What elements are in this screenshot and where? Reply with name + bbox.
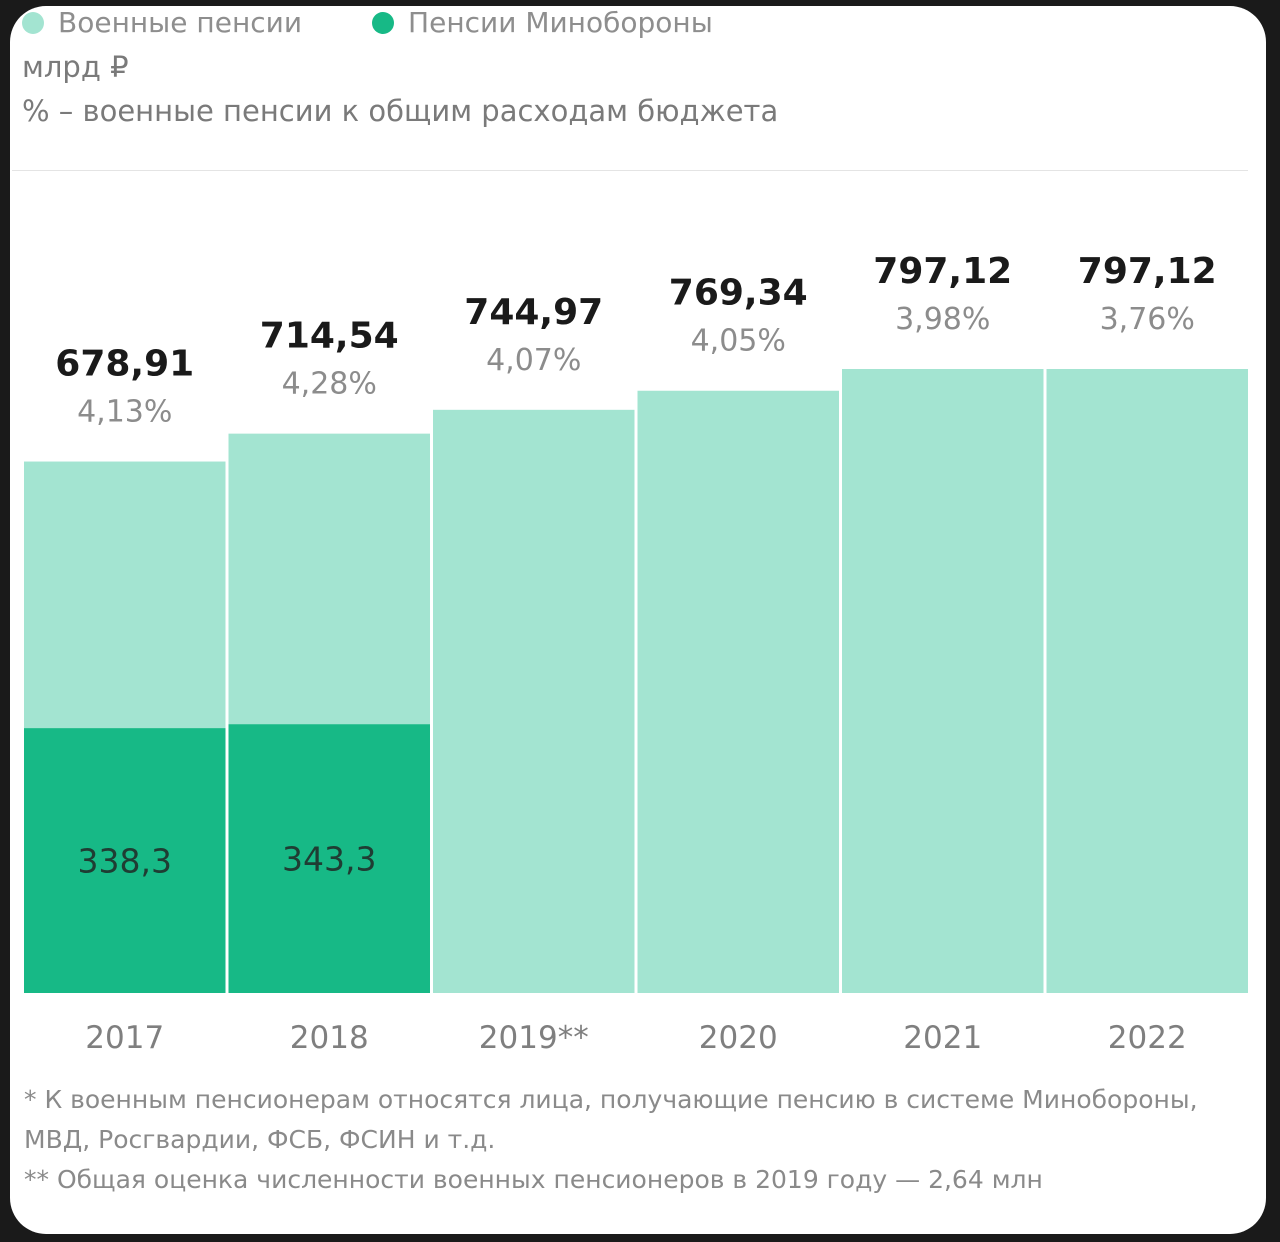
bar-value-label-3: 769,34 [669, 273, 808, 314]
bar-value-label-2: 744,97 [464, 292, 603, 333]
legend-item-mod-pensions: Пенсии Минобороны [372, 6, 713, 39]
bar-value-label-5: 797,12 [1078, 251, 1217, 292]
bar-percent-label-3: 4,05% [691, 324, 786, 359]
bar-mod-1 [228, 724, 430, 993]
bar-total-4 [842, 369, 1044, 993]
bar-percent-label-0: 4,13% [77, 395, 172, 430]
bar-mod-label-0: 338,3 [78, 842, 172, 881]
bar-percent-label-5: 3,76% [1100, 302, 1195, 337]
bar-value-label-0: 678,91 [55, 344, 194, 385]
bar-percent-label-4: 3,98% [895, 302, 990, 337]
header-divider [12, 170, 1248, 171]
footnote-1: * К военным пенсионерам относятся лица, … [24, 1085, 1198, 1154]
bar-percent-label-1: 4,28% [282, 367, 377, 402]
bar-total-3 [637, 390, 839, 993]
legend-item-military-pensions: Военные пенсии [22, 6, 302, 39]
bar-mod-label-1: 343,3 [282, 840, 376, 879]
units-label: млрд ₽ [22, 50, 129, 84]
x-tick-label-5: 2022 [1108, 1020, 1187, 1056]
legend: Военные пенсии Пенсии Минобороны [22, 6, 713, 39]
bar-value-label-1: 714,54 [260, 316, 399, 357]
percent-note: % – военные пенсии к общим расходам бюдж… [22, 94, 779, 128]
bar-total-2 [433, 409, 635, 993]
legend-label-mod-pensions: Пенсии Минобороны [408, 6, 713, 39]
x-tick-label-3: 2020 [699, 1020, 778, 1056]
footnote-2: ** Общая оценка численности военных пенс… [24, 1165, 1043, 1194]
x-tick-label-0: 2017 [85, 1020, 164, 1056]
bar-percent-label-2: 4,07% [486, 343, 581, 378]
bar-mod-0 [24, 728, 226, 993]
legend-dot-mod-pensions [372, 11, 395, 34]
bar-total-5 [1046, 369, 1248, 993]
x-tick-label-1: 2018 [290, 1020, 369, 1056]
legend-label-military-pensions: Военные пенсии [58, 6, 303, 39]
legend-dot-military-pensions [22, 11, 44, 34]
bar-value-label-4: 797,12 [873, 251, 1012, 292]
x-tick-label-4: 2021 [903, 1020, 982, 1056]
x-tick-label-2: 2019** [479, 1020, 589, 1056]
